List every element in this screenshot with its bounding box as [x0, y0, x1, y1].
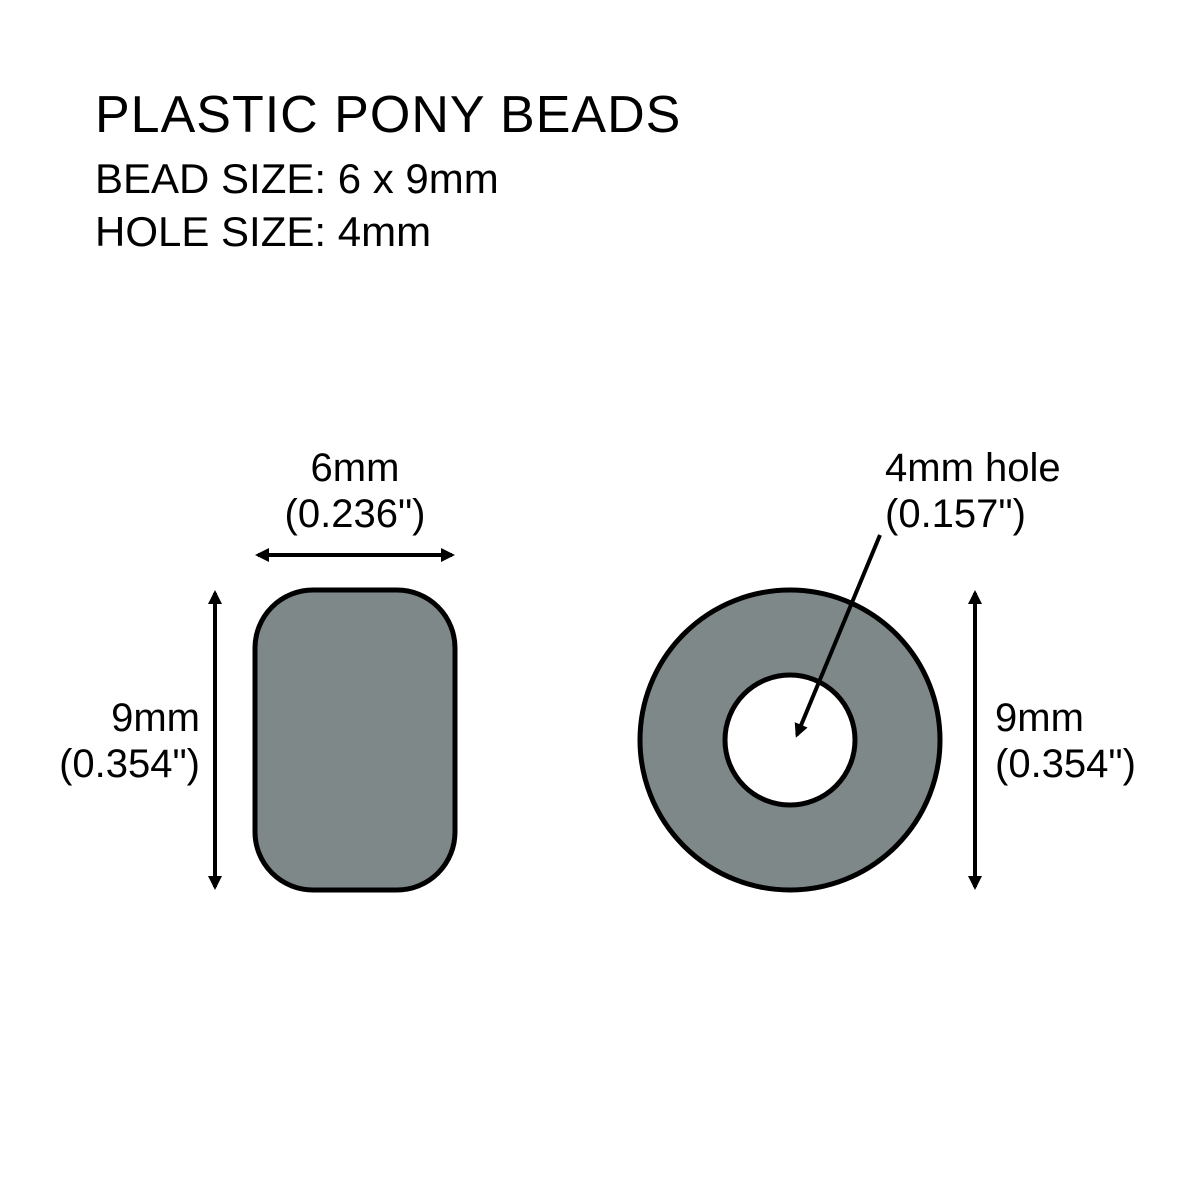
hole-inches: (0.157"): [885, 492, 1026, 536]
height-left-mm: 9mm: [111, 696, 200, 740]
hole-mm: 4mm hole: [885, 446, 1061, 490]
height-left-inches: (0.354"): [59, 742, 200, 786]
bead-front-hole: [725, 675, 855, 805]
height-right-mm: 9mm: [995, 696, 1084, 740]
width-inches: (0.236"): [285, 492, 426, 536]
height-label-right: 9mm (0.354"): [995, 695, 1175, 787]
bead-diagram: [0, 0, 1200, 1200]
width-label: 6mm (0.236"): [255, 445, 455, 537]
height-right-inches: (0.354"): [995, 742, 1136, 786]
height-label-left: 9mm (0.354"): [30, 695, 200, 787]
page: PLASTIC PONY BEADS BEAD SIZE: 6 x 9mm HO…: [0, 0, 1200, 1200]
bead-side-view: [255, 590, 455, 890]
width-mm: 6mm: [311, 446, 400, 490]
hole-label: 4mm hole (0.157"): [885, 445, 1115, 537]
